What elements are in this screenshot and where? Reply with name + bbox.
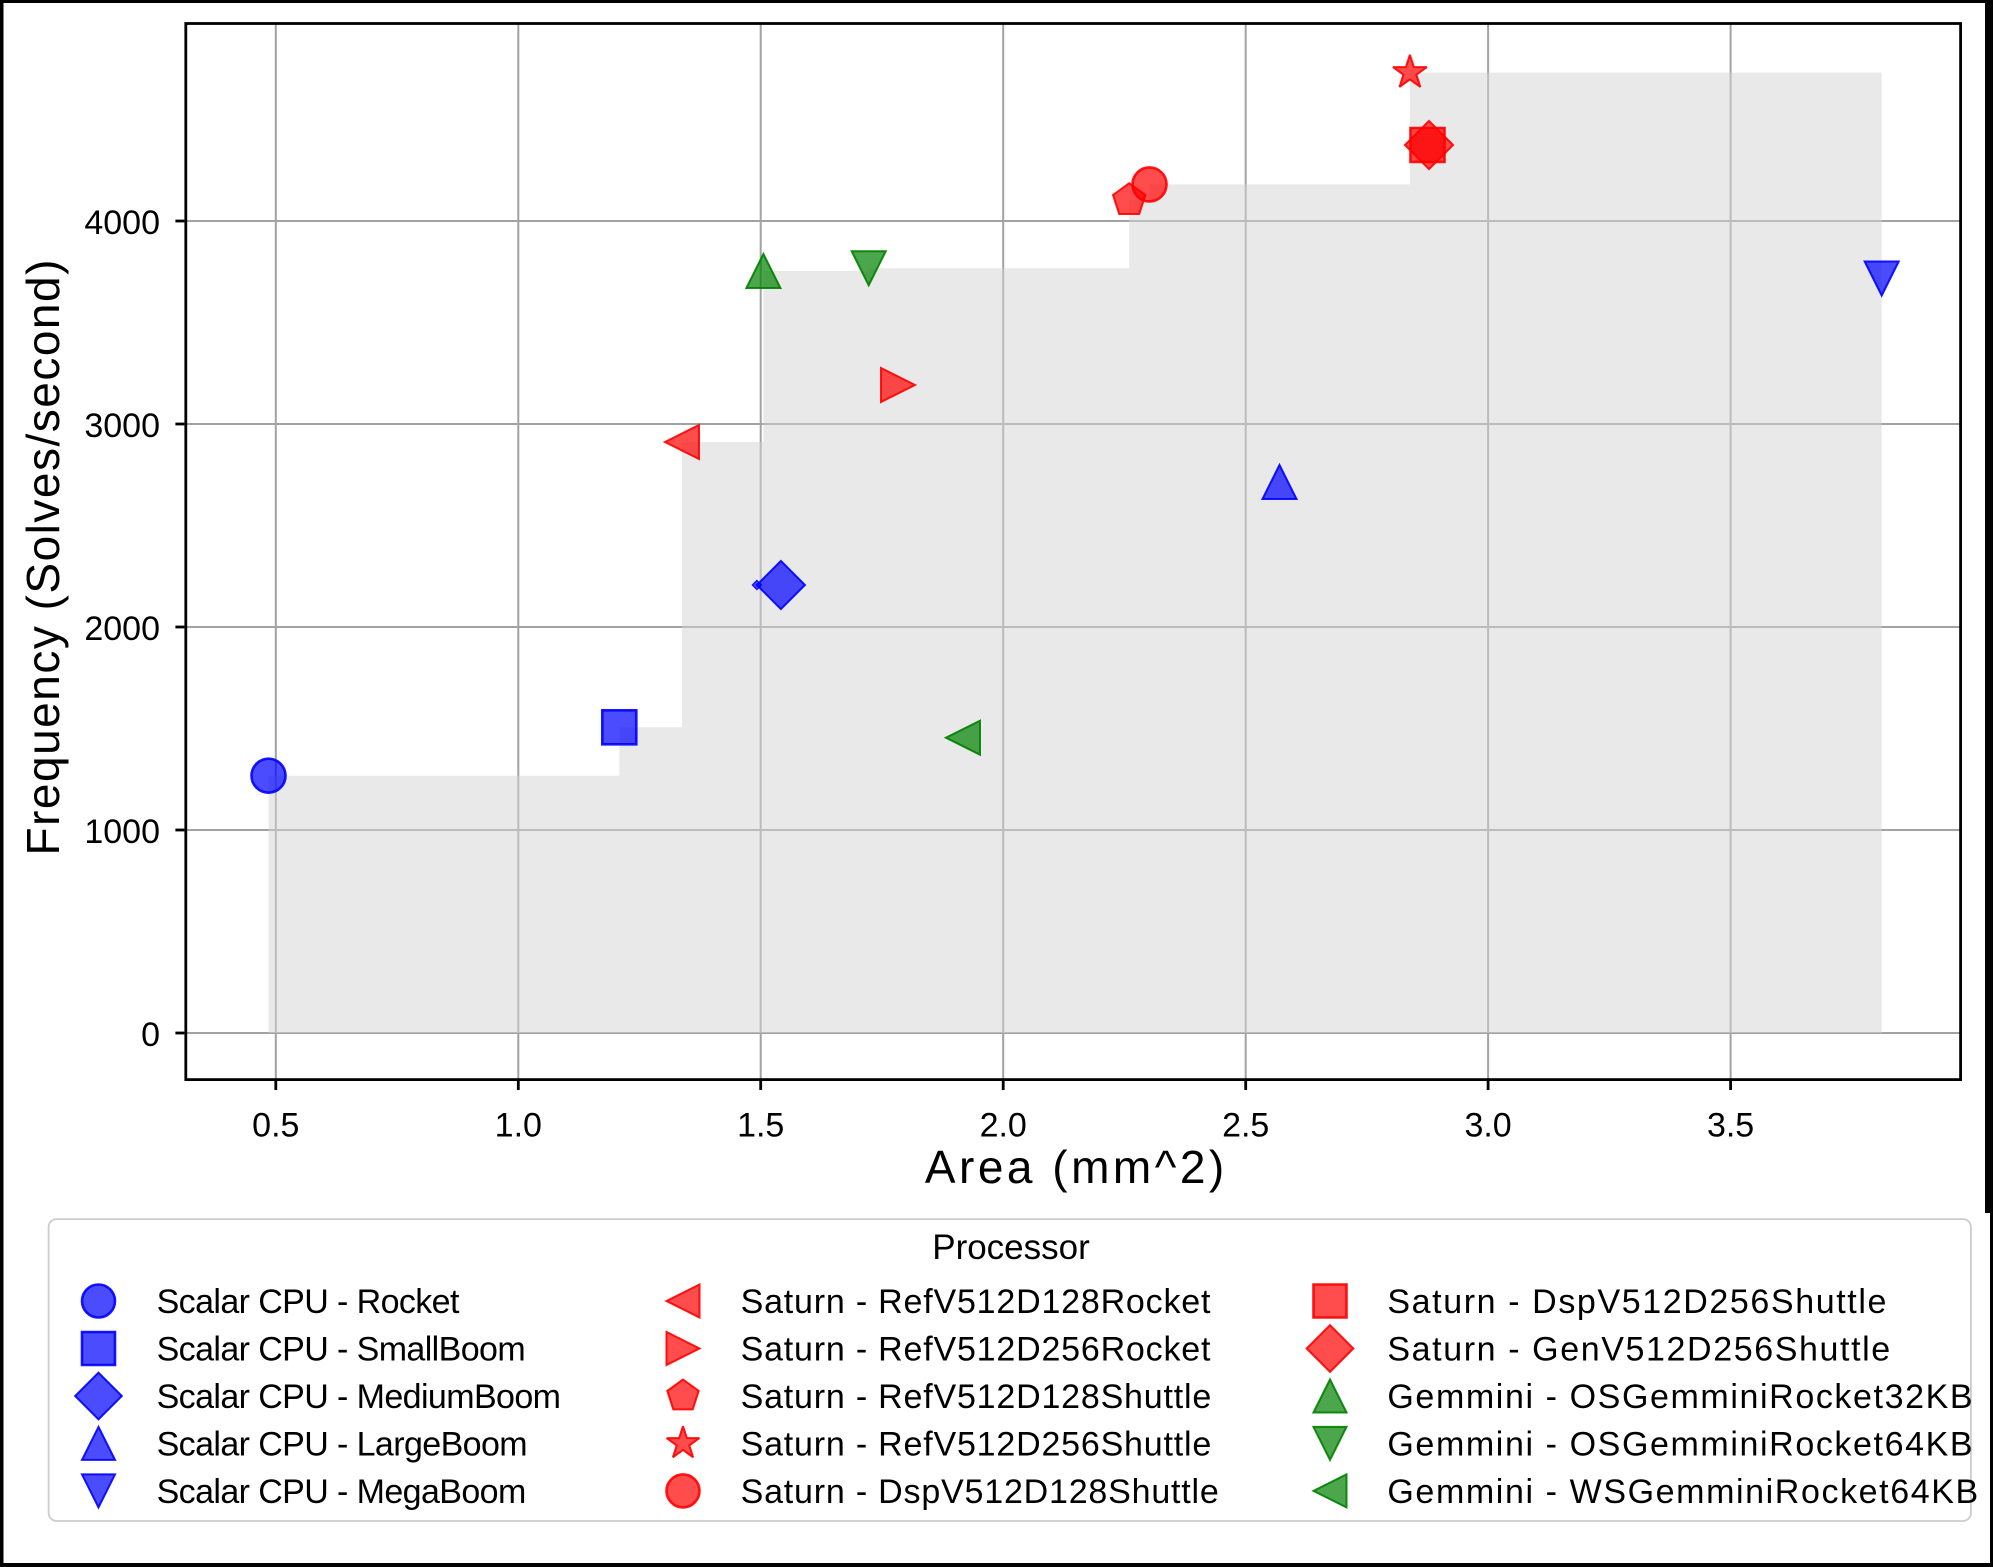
svg-text:Gemmini - OSGemminiRocket64KB: Gemmini - OSGemminiRocket64KB [1387, 1426, 1974, 1464]
svg-text:2.5: 2.5 [1222, 1107, 1269, 1145]
svg-text:1000: 1000 [84, 813, 160, 851]
svg-text:Saturn - RefV512D256Shuttle: Saturn - RefV512D256Shuttle [741, 1426, 1212, 1464]
svg-text:Processor: Processor [932, 1228, 1090, 1267]
svg-text:Saturn - DspV512D256Shuttle: Saturn - DspV512D256Shuttle [1387, 1283, 1888, 1321]
svg-text:3000: 3000 [84, 407, 160, 445]
svg-text:Saturn - DspV512D128Shuttle: Saturn - DspV512D128Shuttle [741, 1473, 1220, 1511]
svg-text:Saturn - GenV512D256Shuttle: Saturn - GenV512D256Shuttle [1387, 1331, 1891, 1369]
svg-text:1.5: 1.5 [737, 1107, 784, 1145]
svg-text:Saturn - RefV512D128Shuttle: Saturn - RefV512D128Shuttle [741, 1378, 1212, 1416]
svg-text:Saturn - RefV512D256Rocket: Saturn - RefV512D256Rocket [741, 1331, 1212, 1369]
svg-text:3.5: 3.5 [1707, 1107, 1754, 1145]
svg-text:2000: 2000 [84, 610, 160, 648]
svg-text:Gemmini - OSGemminiRocket32KB: Gemmini - OSGemminiRocket32KB [1387, 1378, 1974, 1416]
svg-text:Gemmini - WSGemminiRocket64KB: Gemmini - WSGemminiRocket64KB [1387, 1473, 1979, 1511]
svg-text:1.0: 1.0 [495, 1107, 542, 1145]
svg-text:Frequency (Solves/second): Frequency (Solves/second) [17, 258, 69, 855]
svg-text:0: 0 [141, 1016, 160, 1054]
svg-text:Scalar CPU - MediumBoom: Scalar CPU - MediumBoom [157, 1378, 561, 1416]
svg-text:Scalar CPU - LargeBoom: Scalar CPU - LargeBoom [157, 1426, 527, 1464]
svg-text:2.0: 2.0 [980, 1107, 1027, 1145]
svg-text:0.5: 0.5 [252, 1107, 299, 1145]
svg-text:Area (mm^2): Area (mm^2) [925, 1141, 1228, 1193]
svg-text:3.0: 3.0 [1464, 1107, 1511, 1145]
svg-text:4000: 4000 [84, 204, 160, 242]
svg-text:Scalar CPU - Rocket: Scalar CPU - Rocket [157, 1283, 460, 1321]
svg-text:Scalar CPU - SmallBoom: Scalar CPU - SmallBoom [157, 1331, 525, 1369]
svg-text:Saturn - RefV512D128Rocket: Saturn - RefV512D128Rocket [741, 1283, 1212, 1321]
svg-text:Scalar CPU - MegaBoom: Scalar CPU - MegaBoom [157, 1473, 526, 1511]
